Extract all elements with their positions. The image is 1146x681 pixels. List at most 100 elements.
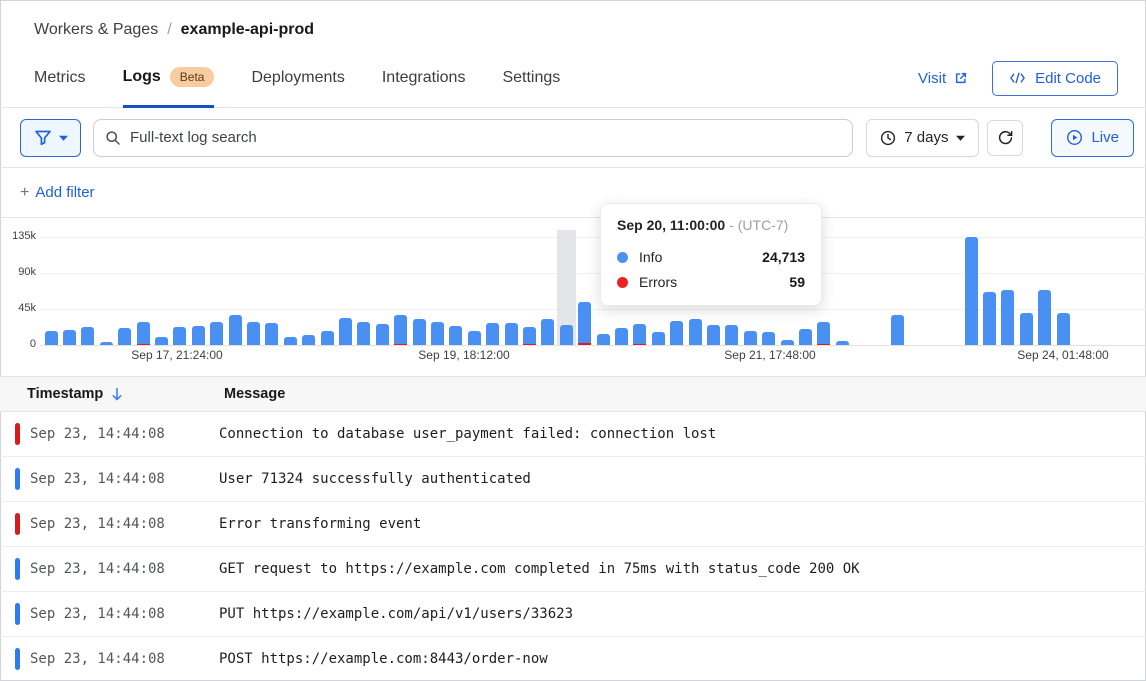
- info-bar-segment: [246, 321, 260, 345]
- chart-bar[interactable]: [964, 237, 978, 345]
- chart-bar[interactable]: [725, 325, 739, 345]
- chart-bar[interactable]: [1038, 289, 1052, 345]
- search-box: [93, 118, 854, 157]
- tab-logs[interactable]: Logs Beta: [122, 66, 215, 108]
- chart-bar[interactable]: [430, 321, 444, 345]
- info-bar-segment: [338, 317, 352, 345]
- chart-bar[interactable]: [890, 314, 904, 345]
- chart-bar[interactable]: [173, 327, 187, 345]
- chart-bar[interactable]: [357, 321, 371, 345]
- chart-bar[interactable]: [743, 331, 757, 345]
- info-bar-segment: [191, 325, 205, 345]
- log-row[interactable]: Sep 23, 14:44:08 Connection to database u…: [0, 412, 1146, 457]
- chart-bar[interactable]: [265, 322, 279, 345]
- info-bar-segment: [430, 321, 444, 345]
- chart-bar[interactable]: [762, 332, 776, 345]
- chart-bar[interactable]: [780, 340, 794, 345]
- tab-settings[interactable]: Settings: [502, 69, 561, 86]
- chart-bar[interactable]: [320, 331, 334, 345]
- tooltip-series-row: Errors 59: [617, 274, 805, 290]
- error-bar-segment: [136, 343, 150, 345]
- chart-bar[interactable]: [688, 319, 702, 345]
- chart-bar[interactable]: [1056, 313, 1070, 345]
- log-row[interactable]: Sep 23, 14:44:08 GET request to https://e…: [0, 547, 1146, 592]
- chart-bar[interactable]: [191, 325, 205, 345]
- info-bar-segment: [780, 340, 794, 345]
- log-row[interactable]: Sep 23, 14:44:08 POST https://example.com…: [0, 637, 1146, 681]
- chart-bar[interactable]: [394, 314, 408, 345]
- info-bar-segment: [522, 326, 536, 345]
- error-bar-segment: [817, 343, 831, 345]
- tooltip-title: Sep 20, 11:00:00- (UTC-7): [617, 217, 789, 233]
- chart-bar[interactable]: [449, 325, 463, 345]
- tab-deployments[interactable]: Deployments: [251, 69, 345, 86]
- search-input[interactable]: [93, 118, 854, 157]
- chart-bar[interactable]: [798, 329, 812, 345]
- info-bar-segment: [964, 237, 978, 345]
- chart-bar[interactable]: [338, 317, 352, 345]
- chart-bar[interactable]: [522, 326, 536, 345]
- series-value: 24,713: [762, 249, 805, 265]
- column-message: Message: [224, 386, 286, 402]
- info-bar-segment: [210, 321, 224, 345]
- chart-bar[interactable]: [596, 333, 610, 345]
- chart-bar[interactable]: [651, 332, 665, 345]
- chart-bar[interactable]: [504, 323, 518, 345]
- chart-bar[interactable]: [982, 292, 996, 345]
- chart-bar[interactable]: [81, 327, 95, 345]
- tab-metrics[interactable]: Metrics: [34, 69, 86, 86]
- chart-bar[interactable]: [283, 337, 297, 345]
- add-filter-button[interactable]: + Add filter: [20, 183, 95, 201]
- filter-menu-button[interactable]: [20, 118, 81, 157]
- chart-bar[interactable]: [817, 321, 831, 345]
- chart-bar[interactable]: [486, 323, 500, 345]
- breadcrumb: Workers & Pages / example-api-prod: [0, 0, 1146, 39]
- info-bar-segment: [302, 335, 316, 345]
- chart-bar[interactable]: [467, 331, 481, 345]
- chart-bar[interactable]: [302, 335, 316, 345]
- log-volume-chart[interactable]: 0 45k 90k 135k Sep 17, 21:24:00 Sep 19, 18:12…: [0, 203, 1146, 376]
- time-range-button[interactable]: 7 days: [866, 118, 980, 157]
- info-bar-segment: [449, 325, 463, 345]
- refresh-button[interactable]: [987, 119, 1024, 156]
- chart-bar[interactable]: [578, 301, 592, 345]
- chart-bar[interactable]: [559, 325, 573, 345]
- log-row[interactable]: Sep 23, 14:44:08 User 71324 successfully …: [0, 457, 1146, 502]
- chart-bar[interactable]: [154, 337, 168, 345]
- chart-bar[interactable]: [633, 324, 647, 345]
- live-button[interactable]: Live: [1051, 118, 1134, 157]
- chart-bar[interactable]: [541, 319, 555, 345]
- chart-bar[interactable]: [118, 328, 132, 345]
- chart-bar[interactable]: [99, 341, 113, 345]
- chart-bar[interactable]: [706, 325, 720, 345]
- chart-bar[interactable]: [228, 315, 242, 345]
- x-axis-tick-label: Sep 19, 18:12:00: [418, 348, 510, 362]
- error-bar-segment: [522, 343, 536, 345]
- visit-link[interactable]: Visit: [918, 70, 968, 87]
- log-row[interactable]: Sep 23, 14:44:08 PUT https://example.com/…: [0, 592, 1146, 637]
- chart-bar[interactable]: [246, 321, 260, 345]
- chart-bar[interactable]: [412, 319, 426, 345]
- chart-bar[interactable]: [1001, 289, 1015, 345]
- chart-bar[interactable]: [136, 321, 150, 345]
- info-bar-segment: [798, 329, 812, 345]
- plus-icon: +: [20, 183, 30, 201]
- severity-indicator-error: [15, 423, 20, 445]
- chart-bar[interactable]: [210, 321, 224, 345]
- breadcrumb-section[interactable]: Workers & Pages: [34, 21, 159, 38]
- info-bar-segment: [614, 328, 628, 345]
- edit-code-button[interactable]: Edit Code: [992, 60, 1118, 96]
- log-row[interactable]: Sep 23, 14:44:08 Error transforming event: [0, 502, 1146, 547]
- tab-integrations[interactable]: Integrations: [381, 69, 466, 86]
- column-timestamp-sort[interactable]: Timestamp: [27, 386, 123, 402]
- info-bar-segment: [62, 329, 76, 345]
- chart-bar[interactable]: [835, 341, 849, 345]
- chart-bar[interactable]: [1019, 313, 1033, 345]
- chart-bar[interactable]: [375, 324, 389, 345]
- chart-bar[interactable]: [62, 329, 76, 345]
- info-bar-segment: [118, 328, 132, 345]
- chart-bar[interactable]: [44, 331, 58, 345]
- chart-bar[interactable]: [614, 328, 628, 345]
- chart-bar[interactable]: [670, 321, 684, 345]
- info-bar-segment: [743, 331, 757, 345]
